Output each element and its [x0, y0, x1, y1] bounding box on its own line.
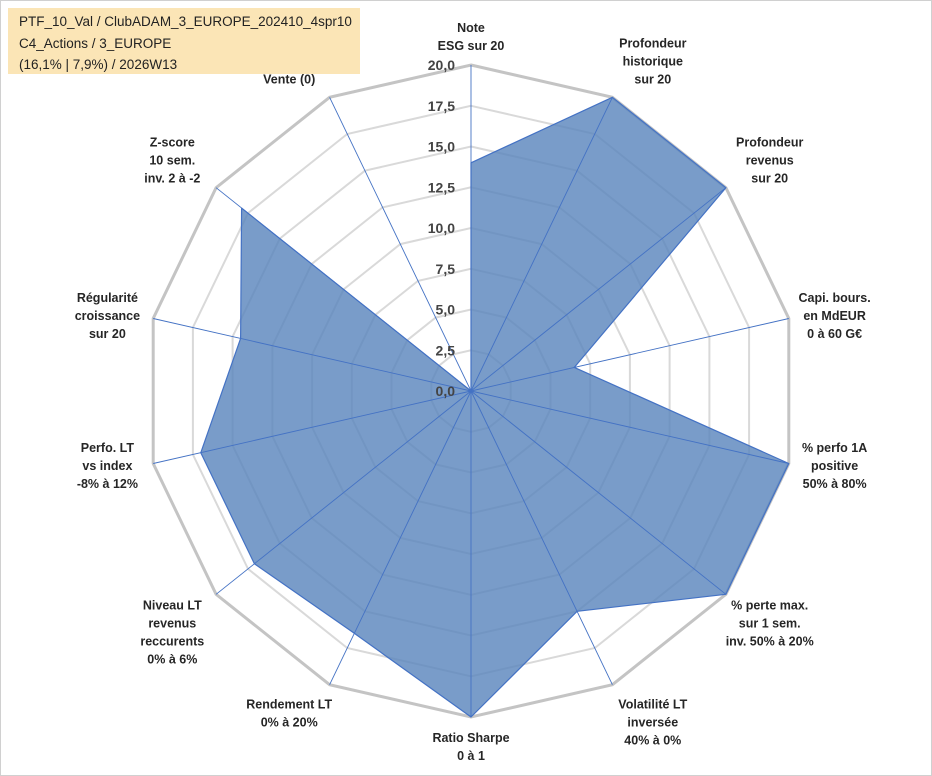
axis-label-line: Vente (0) — [263, 72, 315, 86]
axis-label-line: sur 20 — [634, 72, 671, 86]
info-line-category: C4_Actions / 3_EUROPE — [19, 36, 172, 51]
axis-label-line: sur 1 sem. — [739, 617, 801, 631]
axis-label: Ratio Sharpe 0 à 1 — [432, 731, 509, 763]
tick-label: 2,5 — [436, 342, 456, 358]
axis-spoke — [470, 390, 727, 595]
axis-label-line: Note — [457, 21, 485, 35]
tick-label: 12,5 — [428, 179, 455, 195]
axis-label-line: % perfo 1A — [802, 441, 867, 455]
axis-label-line: 40% à 0% — [624, 734, 681, 748]
axis-label-line: Volatilité LT — [618, 698, 687, 712]
series-layer — [200, 96, 790, 718]
axis-label-line: Rendement LT — [246, 698, 332, 712]
axis-spoke — [470, 187, 727, 392]
axis-label-line: Ratio Sharpe — [432, 731, 509, 745]
axis-label-line: positive — [811, 459, 858, 473]
axis-label: Profondeur historique sur 20 — [619, 36, 686, 86]
axis-label-line: Perfo. LT — [81, 441, 135, 455]
axis-label-line: Z-score — [150, 136, 195, 150]
axis-label-line: en MdEUR — [803, 309, 866, 323]
axis-label-line: vs index — [82, 459, 132, 473]
axis-spoke — [470, 390, 789, 464]
label-layer: Note ESG sur 20 Profondeur historique sur 20… — [75, 21, 871, 763]
info-line-portfolio: PTF_10_Val / ClubADAM_3_EUROPE_202410_4s… — [19, 14, 352, 29]
axis-spoke — [215, 390, 472, 595]
axis-label: Volatilité LT inversée 40% à 0% — [618, 698, 687, 748]
axis-label: Profondeur revenus sur 20 — [736, 136, 803, 186]
tick-label: 5,0 — [436, 302, 456, 318]
axis-label-line: Régularité — [77, 291, 138, 305]
axis-label-line: % perte max. — [731, 599, 808, 613]
info-line-performance: (16,1% | 7,9%) / 2026W13 — [19, 57, 178, 72]
axis-spoke — [153, 318, 472, 392]
axis-label-line: reccurents — [140, 635, 204, 649]
axis-label-line: inv. 2 à -2 — [144, 172, 200, 186]
axis-label-line: 10 sem. — [149, 154, 195, 168]
axis-label: Perfo. LT vs index -8% à 12% — [77, 441, 138, 491]
tick-label: 15,0 — [428, 139, 455, 155]
axis-spoke — [329, 97, 472, 392]
axis-label-line: revenus — [148, 617, 196, 631]
axis-label-line: Profondeur — [736, 136, 803, 150]
axis-label-line: inv. 50% à 20% — [726, 635, 814, 649]
axis-label: Note ESG sur 20 — [438, 21, 505, 53]
axis-label-line: revenus — [746, 154, 794, 168]
axis-spoke — [329, 390, 472, 685]
axis-label-line: sur 20 — [751, 172, 788, 186]
axis-spoke — [470, 390, 613, 685]
axis-label-line: Profondeur — [619, 36, 686, 50]
info-box: PTF_10_Val / ClubADAM_3_EUROPE_202410_4s… — [8, 8, 360, 74]
axis-label: Z-score 10 sem. inv. 2 à -2 — [144, 136, 200, 186]
axis-label-line: Niveau LT — [143, 599, 202, 613]
series-area — [200, 96, 790, 718]
axis-label: Rendement LT 0% à 20% — [246, 698, 332, 730]
axis-label-line: 0 à 60 G€ — [807, 327, 862, 341]
axis-label: % perfo 1A positive 50% à 80% — [802, 441, 867, 491]
axis-label-line: historique — [623, 54, 683, 68]
axis-spoke — [470, 97, 613, 392]
axis-label-line: -8% à 12% — [77, 477, 138, 491]
axis-label-line: 50% à 80% — [803, 477, 867, 491]
axis-label: Niveau LT revenus reccurents 0% à 6% — [140, 599, 204, 667]
spoke-layer — [153, 65, 789, 717]
axis-label: Régularité croissance sur 20 — [75, 291, 140, 341]
axis-label: % perte max. sur 1 sem. inv. 50% à 20% — [726, 599, 814, 649]
axis-spoke — [215, 187, 472, 392]
axis-label-line: 0 à 1 — [457, 749, 485, 763]
axis-spoke — [153, 390, 472, 464]
axis-label: Capi. bours. en MdEUR 0 à 60 G€ — [798, 291, 870, 341]
axis-label-line: 0% à 6% — [147, 653, 197, 667]
axis-spoke — [470, 318, 789, 392]
axis-label-line: Capi. bours. — [798, 291, 870, 305]
axis-label-line: croissance — [75, 309, 140, 323]
tick-label: 10,0 — [428, 220, 455, 236]
tick-label: 7,5 — [436, 261, 456, 277]
tick-layer: 0,0 2,5 5,0 7,5 10,0 12,5 15,0 17,5 20,0 — [428, 57, 455, 399]
axis-label-line: sur 20 — [89, 327, 126, 341]
axis-label-line: ESG sur 20 — [438, 39, 505, 53]
tick-label: 17,5 — [428, 98, 455, 114]
axis-label-line: 0% à 20% — [261, 716, 318, 730]
tick-label: 0,0 — [436, 383, 456, 399]
tick-label: 20,0 — [428, 57, 455, 73]
axis-label-line: inversée — [627, 716, 678, 730]
